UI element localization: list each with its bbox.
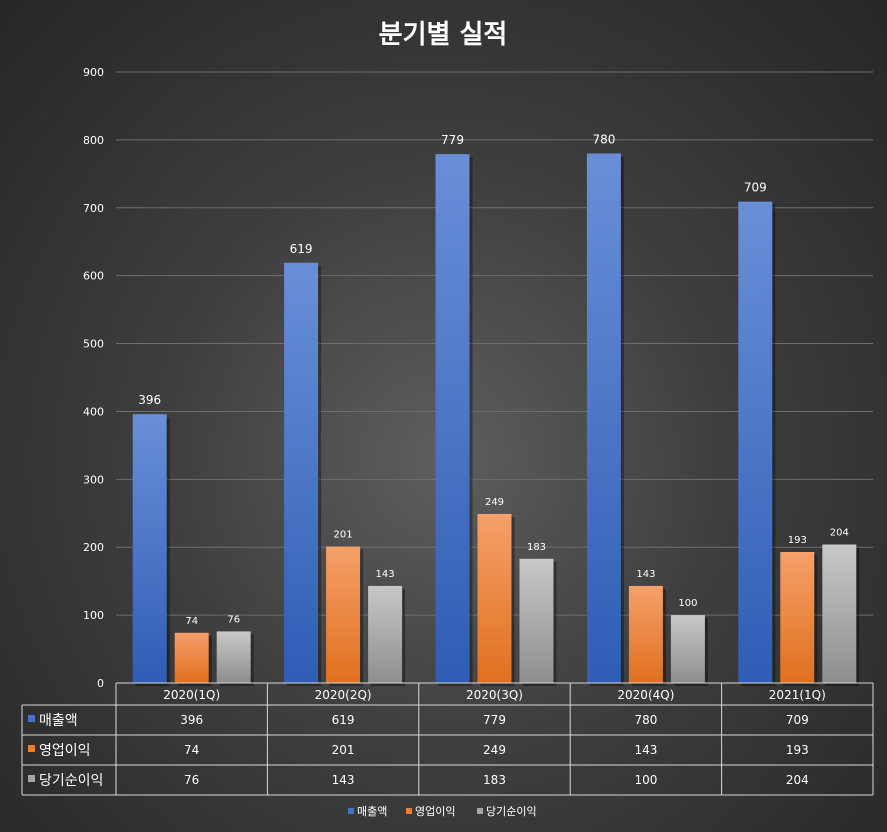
table-cell: 100 xyxy=(634,773,657,787)
y-tick-label: 400 xyxy=(83,405,104,418)
y-tick-label: 600 xyxy=(83,270,104,283)
table-cell: 249 xyxy=(483,743,506,757)
bar xyxy=(368,585,403,683)
bar xyxy=(435,154,470,683)
data-label: 74 xyxy=(185,616,198,627)
legend-key xyxy=(406,808,412,814)
y-tick-label: 900 xyxy=(83,66,104,79)
table-legend-key xyxy=(28,715,35,722)
bar xyxy=(477,513,512,683)
table-row-label: 영업이익 xyxy=(39,743,91,759)
bar xyxy=(780,551,815,683)
data-label: 709 xyxy=(744,181,767,195)
x-tick-label: 2020(2Q) xyxy=(315,688,372,702)
table-cell: 76 xyxy=(184,773,199,787)
table-cell: 619 xyxy=(332,713,355,727)
x-tick-label: 2021(1Q) xyxy=(769,688,826,702)
bar xyxy=(586,153,621,683)
table-legend-key xyxy=(28,745,35,752)
data-label: 204 xyxy=(830,528,849,539)
data-label: 619 xyxy=(290,242,313,256)
bar xyxy=(822,544,857,683)
bar xyxy=(284,262,319,683)
data-label: 143 xyxy=(636,569,655,580)
legend-key xyxy=(477,808,483,814)
x-tick-label: 2020(4Q) xyxy=(617,688,674,702)
table-cell: 779 xyxy=(483,713,506,727)
table-row-label: 매출액 xyxy=(39,713,78,729)
data-label: 201 xyxy=(334,530,353,541)
bar xyxy=(519,558,554,683)
table-cell: 143 xyxy=(332,773,355,787)
bar xyxy=(216,631,251,683)
table-cell: 143 xyxy=(634,743,657,757)
legend-label: 매출액 xyxy=(357,805,387,818)
data-label: 396 xyxy=(138,393,161,407)
table-legend-key xyxy=(28,775,35,782)
table-cell: 74 xyxy=(184,743,199,757)
x-tick-label: 2020(1Q) xyxy=(163,688,220,702)
legend-label: 당기순이익 xyxy=(486,805,537,818)
table-cell: 201 xyxy=(332,743,355,757)
y-tick-label: 800 xyxy=(83,134,104,147)
bar xyxy=(326,546,361,683)
y-tick-label: 700 xyxy=(83,202,104,215)
legend-label: 영업이익 xyxy=(415,805,455,818)
data-label: 143 xyxy=(376,569,395,580)
table-cell: 193 xyxy=(786,743,809,757)
bar xyxy=(670,615,705,683)
data-label: 779 xyxy=(441,133,464,147)
data-label: 100 xyxy=(678,598,697,609)
x-tick-label: 2020(3Q) xyxy=(466,688,523,702)
data-label: 249 xyxy=(485,497,504,508)
data-label: 76 xyxy=(227,614,240,625)
data-label: 183 xyxy=(527,542,546,553)
table-cell: 396 xyxy=(180,713,203,727)
table-cell: 204 xyxy=(786,773,809,787)
data-label: 193 xyxy=(788,535,807,546)
legend-key xyxy=(348,808,354,814)
data-label: 780 xyxy=(592,132,615,146)
y-tick-label: 300 xyxy=(83,473,104,486)
table-cell: 183 xyxy=(483,773,506,787)
bar xyxy=(174,632,209,683)
chart-title: 분기별 실적 xyxy=(379,20,508,50)
y-tick-label: 500 xyxy=(83,338,104,351)
bar xyxy=(738,201,773,683)
y-tick-label: 200 xyxy=(83,541,104,554)
bar xyxy=(628,585,663,683)
y-tick-label: 0 xyxy=(97,677,104,690)
table-cell: 709 xyxy=(786,713,809,727)
bar xyxy=(132,414,167,683)
table-row-label: 당기순이익 xyxy=(39,773,103,789)
y-tick-label: 100 xyxy=(83,609,104,622)
table-cell: 780 xyxy=(634,713,657,727)
